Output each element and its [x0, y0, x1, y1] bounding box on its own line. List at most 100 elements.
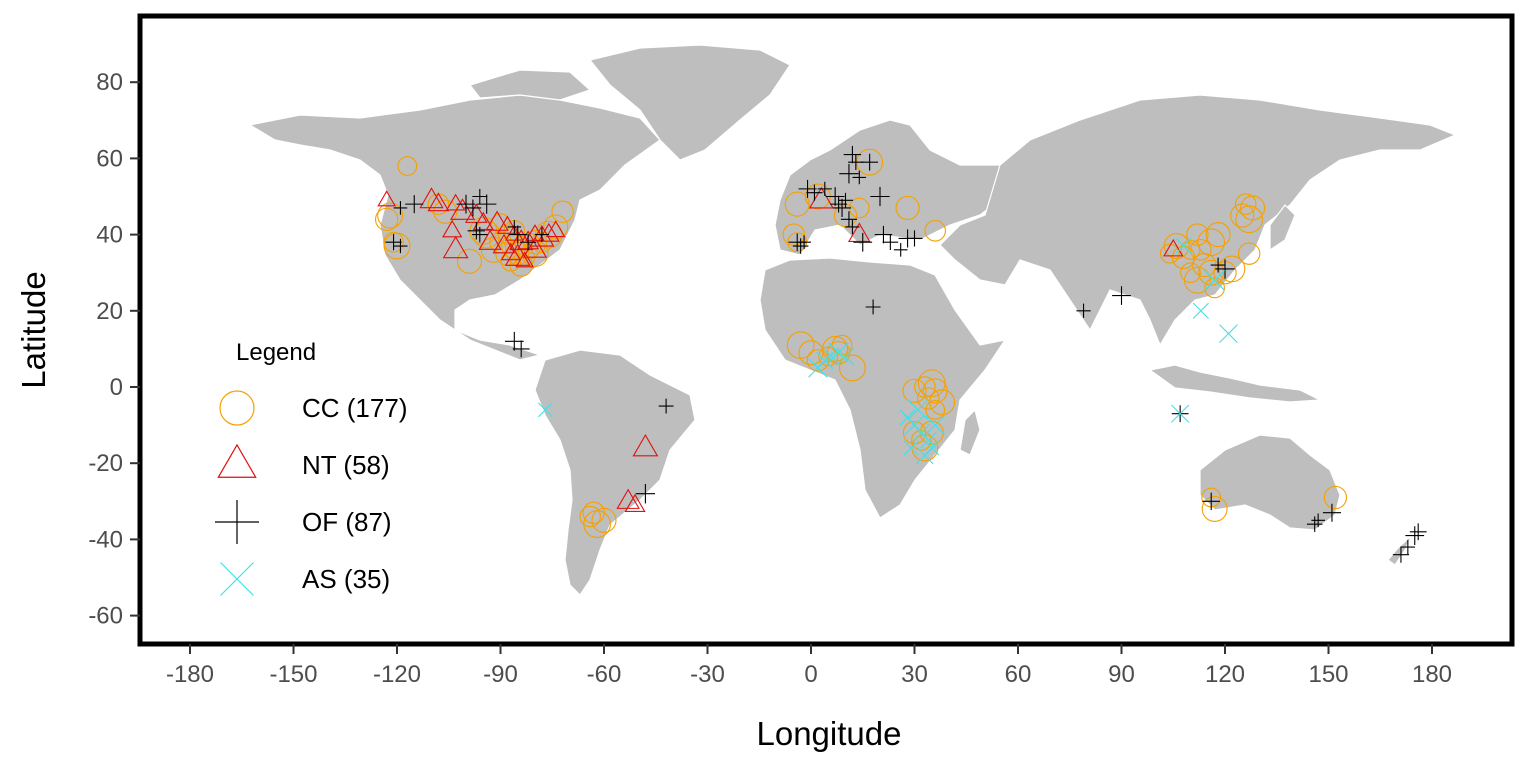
- triangle-point: [492, 233, 516, 254]
- cross-point: [903, 440, 919, 456]
- plus-point: [825, 187, 845, 206]
- plus-point: [658, 398, 674, 414]
- circle-point: [1237, 242, 1261, 265]
- circle-point: [374, 207, 399, 232]
- plus-point: [1322, 503, 1341, 522]
- y-tick-label: 80: [96, 69, 123, 96]
- plus-point: [817, 181, 832, 196]
- plus-point: [792, 238, 809, 254]
- triangle-point: [485, 210, 509, 231]
- circle-point: [579, 505, 601, 528]
- plus-point: [874, 225, 893, 244]
- circle-point: [1234, 193, 1257, 215]
- x-tick-label: -90: [483, 661, 518, 688]
- x-tick-label: -30: [690, 661, 725, 688]
- cross-point: [1171, 404, 1190, 423]
- circle-point: [1197, 228, 1226, 257]
- land-north-america: [248, 94, 661, 361]
- circle-point: [838, 354, 866, 382]
- cross-point: [537, 402, 553, 418]
- plus-point: [472, 226, 488, 243]
- plus-point: [508, 225, 527, 244]
- land-indonesia: [1148, 364, 1323, 403]
- cross-point: [1192, 302, 1209, 319]
- circle-point: [1205, 222, 1231, 248]
- cross-point: [1219, 324, 1238, 344]
- x-tick-label: -120: [373, 661, 421, 688]
- circle-point: [397, 156, 418, 176]
- legend-label: OF (87): [302, 507, 392, 537]
- plus-point: [507, 220, 522, 234]
- plus-point: [798, 179, 817, 198]
- triangle-point: [442, 219, 463, 238]
- x-tick-label: 90: [1108, 661, 1135, 688]
- circle-point: [500, 250, 522, 272]
- triangle-point: [377, 190, 397, 207]
- plus-point: [840, 211, 858, 228]
- triangle-point: [522, 236, 548, 258]
- series-triangle: [377, 186, 1184, 512]
- x-tick-label: 60: [1005, 661, 1032, 688]
- circle-point: [1323, 485, 1348, 510]
- plus-point: [870, 186, 890, 207]
- plus-point: [1405, 526, 1425, 545]
- land-arctic-islands: [468, 69, 592, 101]
- cross-point: [916, 446, 934, 465]
- x-tick-label: -150: [269, 661, 317, 688]
- circle-point: [1180, 239, 1201, 260]
- plus-point: [865, 299, 881, 315]
- y-axis-title: Latitude: [15, 271, 52, 388]
- circle-point: [1235, 205, 1264, 234]
- y-tick-label: 20: [96, 298, 123, 325]
- land-greenland: [588, 44, 791, 161]
- land-new-zealand: [1387, 534, 1413, 566]
- plus-point: [861, 153, 879, 171]
- land-australia: [1199, 434, 1341, 531]
- circle-point: [831, 334, 853, 356]
- x-tick-label: 30: [901, 661, 928, 688]
- cross-point: [1204, 269, 1226, 291]
- cross-point: [836, 347, 855, 366]
- x-tick-label: 0: [804, 661, 817, 688]
- plus-point: [1409, 523, 1427, 541]
- land-madagascar: [959, 408, 981, 456]
- triangle-point: [537, 222, 560, 242]
- triangle-point: [427, 192, 450, 212]
- land-south-america: [534, 349, 696, 596]
- cross-point: [823, 348, 840, 365]
- legend-circle-icon: [219, 390, 255, 426]
- plus-point: [393, 238, 408, 254]
- series-cross: [537, 237, 1238, 465]
- world-land: [248, 44, 1457, 596]
- legend-entry-of: OF (87): [215, 500, 392, 544]
- plus-point: [472, 189, 488, 204]
- plus-point: [852, 170, 867, 185]
- plus-point: [838, 192, 853, 208]
- x-axis: -180 -150 -120 -90 -60 -30 0 30 60 90 120 150 180: [166, 644, 1452, 688]
- circle-point: [543, 214, 569, 240]
- plus-point: [504, 331, 524, 351]
- plus-point: [839, 163, 859, 184]
- legend-cross-icon: [220, 562, 254, 596]
- circle-point: [582, 501, 605, 524]
- land-asia: [939, 94, 1457, 347]
- triangle-point: [500, 242, 522, 261]
- plus-point: [806, 184, 823, 201]
- circle-point: [1183, 266, 1211, 294]
- plus-point: [464, 199, 482, 217]
- circle-point: [1190, 239, 1212, 261]
- plus-point: [830, 195, 847, 213]
- plus-point: [385, 234, 402, 251]
- x-axis-title: Longitude: [757, 715, 902, 752]
- plus-point: [512, 340, 530, 358]
- circle-point: [929, 389, 956, 416]
- circle-point: [1198, 259, 1225, 286]
- circle-point: [377, 202, 404, 229]
- cross-point: [907, 399, 928, 420]
- circle-point: [591, 507, 617, 533]
- triangle-point: [504, 224, 524, 241]
- circle-point: [1204, 277, 1225, 299]
- series-plus: [385, 145, 1427, 563]
